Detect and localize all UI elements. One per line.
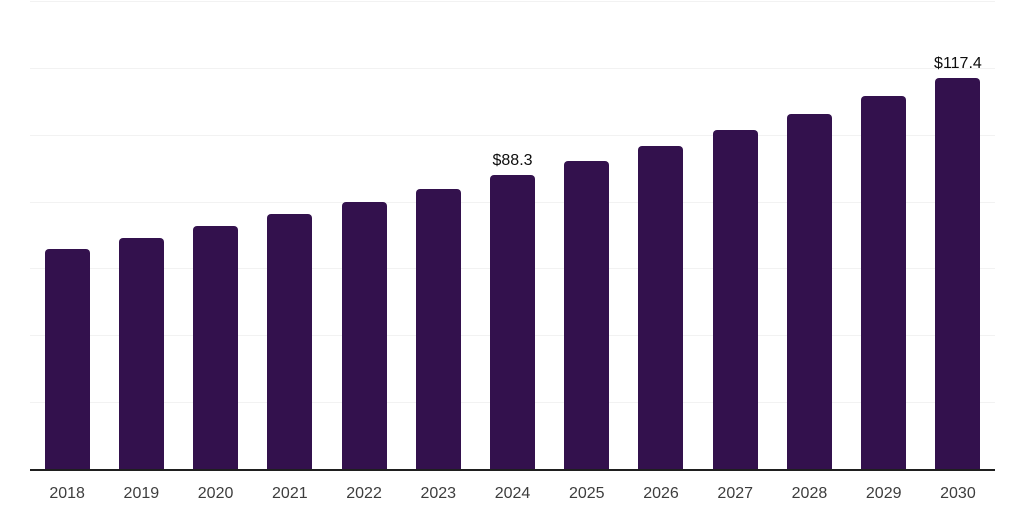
x-tick-2020: 2020 <box>197 485 234 502</box>
x-tick-2028: 2028 <box>791 485 828 502</box>
bar-slot-2027 <box>698 2 772 470</box>
bar-slot-2021 <box>253 2 327 470</box>
bar-2019 <box>118 238 164 470</box>
bar-2025 <box>564 160 610 470</box>
x-tick-2022: 2022 <box>346 485 382 502</box>
bar-slot-2024: $88.3 <box>475 2 549 470</box>
gridline-140 <box>30 1 995 2</box>
x-tick-2026: 2026 <box>643 485 679 502</box>
bar-2029 <box>861 95 907 470</box>
bar-2027 <box>712 130 758 470</box>
gridline-120 <box>30 67 995 69</box>
x-tick-2018: 2018 <box>49 485 85 502</box>
x-tick-2024: 2024 <box>494 485 531 502</box>
bar-2023 <box>415 188 461 470</box>
bar-2024 <box>490 174 536 470</box>
gridline-100 <box>30 134 995 136</box>
x-tick-2030: 2030 <box>940 485 976 502</box>
bar-2026 <box>638 146 684 470</box>
bar-2018 <box>44 249 90 470</box>
bar-slot-2020 <box>178 2 252 470</box>
bar-2028 <box>786 113 832 470</box>
plot-area: $88.3 $117.4 <box>30 1 995 470</box>
bar-2021 <box>267 213 313 470</box>
x-tick-2025: 2025 <box>568 485 605 502</box>
bar-slot-2028 <box>772 2 846 470</box>
bar-slot-2022 <box>327 2 401 470</box>
bar-slot-2025 <box>550 2 624 470</box>
bars-row: $88.3 $117.4 <box>30 2 995 470</box>
x-tick-2021: 2021 <box>272 485 308 502</box>
bar-slot-2029 <box>847 2 921 470</box>
bar-slot-2026 <box>624 2 698 470</box>
bar-slot-2018 <box>30 2 104 470</box>
bar-slot-2030: $117.4 <box>921 2 995 470</box>
x-axis-labels: 2018 2019 2020 2021 2022 2023 2024 2025 2026 2027… <box>30 485 995 503</box>
x-tick-2023: 2023 <box>420 485 457 502</box>
data-label-2030: $117.4 <box>934 54 982 72</box>
data-label-2024: $88.3 <box>492 151 533 169</box>
bar-2030 <box>935 77 981 470</box>
bar-2022 <box>341 201 387 470</box>
bar-2020 <box>193 226 239 470</box>
x-tick-2027: 2027 <box>717 485 754 502</box>
x-axis-line <box>30 469 995 471</box>
bar-slot-2019 <box>104 2 178 470</box>
bar-slot-2023 <box>401 2 475 470</box>
x-tick-2029: 2029 <box>865 485 902 502</box>
x-tick-2019: 2019 <box>123 485 160 502</box>
